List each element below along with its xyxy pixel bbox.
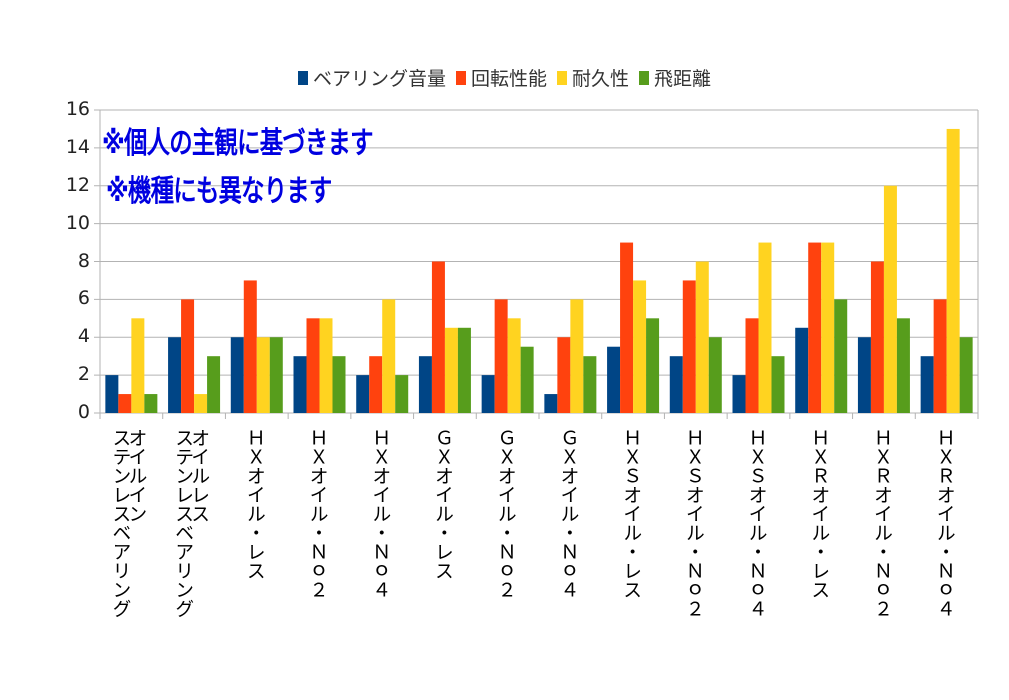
annotation-subjective: ※個人の主観に基づきます [102,126,374,161]
bar-2-8 [633,280,647,413]
bar-3-8 [646,318,660,413]
bar-0-8 [607,346,621,413]
bar-1-6 [494,299,508,413]
legend-swatch [557,70,567,85]
bar-2-1 [194,394,208,413]
x-category-label: オイルレス ステンレスベアリング [172,428,211,618]
bar-1-5 [431,261,445,413]
bar-0-3 [293,356,307,413]
bar-0-5 [418,356,432,413]
y-tick-label: 4 [77,325,90,348]
legend: ベアリング音量 回転性能 耐久性 飛距離 [0,64,1009,91]
x-category-label: ＧＸオイル・Ｎｏ２ [494,428,517,599]
bar-1-10 [745,318,759,413]
y-tick-label: 0 [77,401,90,423]
y-tick-label: 14 [65,135,90,158]
legend-item: 回転性能 [455,64,547,91]
x-category-label: ＨＸＳオイル・Ｎｏ２ [682,428,705,618]
x-category-label: ＧＸオイル・レス [431,428,454,580]
annotation-model-dependent: ※機種にも異なります [106,174,332,209]
legend-swatch [297,70,308,85]
bar-3-4 [395,375,409,413]
bar-0-6 [481,375,495,413]
x-category-label: ＨＸＲオイル・Ｎｏ４ [933,428,956,618]
bar-1-12 [870,261,884,413]
bar-3-6 [520,346,534,413]
bar-2-7 [570,299,584,413]
legend-item: ベアリング音量 [297,64,446,91]
bar-2-6 [507,318,521,413]
legend-swatch [455,70,466,85]
x-category-label: ＧＸオイル・Ｎｏ４ [557,428,580,599]
y-tick-label: 16 [65,98,90,120]
legend-item: 耐久性 [557,64,629,91]
bar-0-11 [795,327,809,413]
x-category-label: ＨＸオイル・Ｎｏ２ [306,428,329,599]
y-tick-label: 2 [77,363,90,386]
bar-0-0 [105,375,119,413]
bar-0-12 [857,337,871,413]
bar-0-1 [168,337,182,413]
bar-0-7 [544,394,558,413]
bar-1-7 [557,337,571,413]
bar-2-3 [319,318,333,413]
bar-2-11 [821,242,835,413]
x-category-label: ＨＸオイル・Ｎｏ４ [369,428,392,599]
bar-3-13 [959,337,973,413]
legend-label: 回転性能 [470,68,547,90]
legend-label: 耐久性 [572,68,630,90]
bar-3-1 [207,356,221,413]
x-category-label: ＨＸＳオイル・レス [620,428,643,599]
bar-3-2 [269,337,283,413]
x-category-label: オイルイン ステンレスベアリング [109,428,148,618]
bar-2-9 [695,261,709,413]
bar-0-10 [732,375,746,413]
bar-3-10 [771,356,785,413]
bar-1-1 [181,299,195,413]
bar-3-12 [896,318,910,413]
bar-2-2 [256,337,270,413]
y-tick-label: 8 [77,249,90,272]
x-category-label: ＨＸオイル・レス [243,428,266,580]
bar-3-3 [332,356,346,413]
bar-0-13 [920,356,934,413]
x-category-label: ＨＸＲオイル・Ｎｏ２ [870,428,893,618]
bar-1-9 [682,280,696,413]
y-tick-label: 12 [65,173,90,196]
bar-0-9 [669,356,683,413]
bar-0-4 [356,375,370,413]
x-category-label: ＨＸＳオイル・Ｎｏ４ [745,428,768,618]
x-category-label: ＨＸＲオイル・レス [808,428,831,599]
y-tick-label: 6 [77,287,90,310]
bar-2-5 [444,327,458,413]
bar-2-10 [758,242,772,413]
legend-item: 飛距離 [639,64,711,91]
bar-2-12 [883,185,897,413]
bar-3-5 [457,327,471,413]
bar-0-2 [230,337,244,413]
legend-swatch [639,70,650,85]
bar-3-11 [834,299,848,413]
bar-1-13 [933,299,947,413]
bar-2-13 [946,128,960,413]
y-tick-label: 10 [65,211,90,234]
bar-2-0 [131,318,145,413]
bar-1-8 [620,242,634,413]
bar-1-4 [369,356,383,413]
bar-1-11 [808,242,822,413]
bar-2-4 [382,299,396,413]
bar-1-3 [306,318,320,413]
bar-1-2 [243,280,257,413]
legend-label: 飛距離 [654,68,712,90]
bar-3-0 [144,394,158,413]
bar-3-7 [583,356,597,413]
bar-3-9 [708,337,722,413]
bar-1-0 [118,394,132,413]
legend-label: ベアリング音量 [312,68,446,90]
